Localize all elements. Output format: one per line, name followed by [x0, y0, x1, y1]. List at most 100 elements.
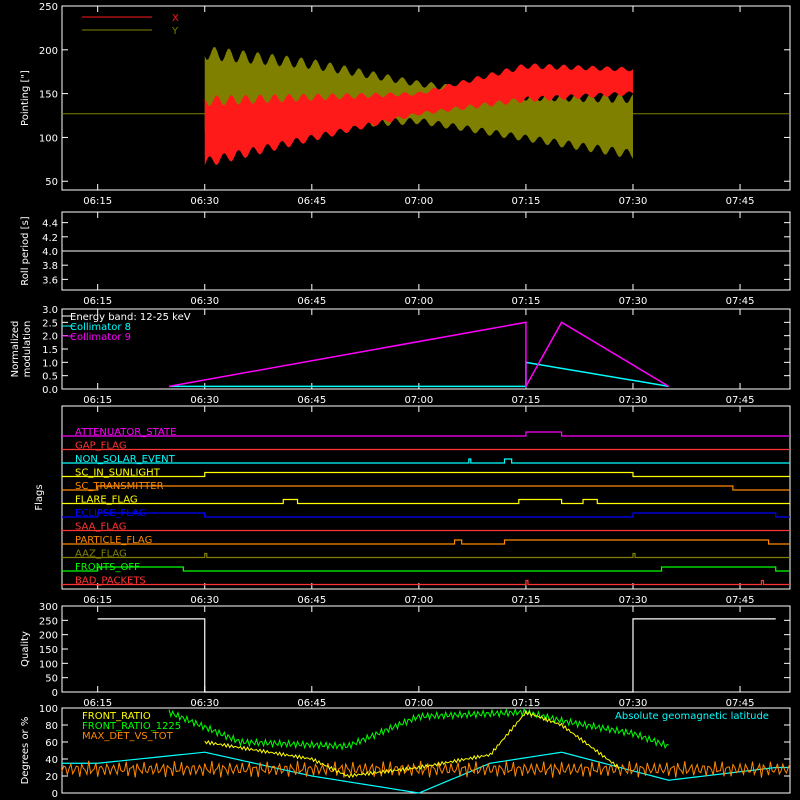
y-tick-label: 3.8 — [42, 261, 58, 272]
flag-line-sc_in_sunlight — [62, 471, 790, 478]
panel-frame — [61, 5, 791, 191]
x-tick-label: 06:15 — [83, 698, 112, 709]
flag-line-eclipse_flag — [62, 512, 790, 518]
y-axis-label: Pointing ["] — [20, 70, 31, 126]
flag-line-fronts_off — [62, 566, 790, 572]
y-tick-label: 200 — [39, 46, 58, 57]
x-tick-label: 06:45 — [297, 196, 326, 207]
y-tick-label: 4.4 — [42, 219, 58, 230]
y-tick-label: 0 — [52, 789, 58, 800]
y-axis-label: Flags — [34, 484, 45, 510]
panel-frame — [61, 707, 791, 794]
flag-label: ECLIPSE_FLAG — [75, 508, 146, 519]
y-tick-label: 300 — [39, 602, 58, 613]
flag-label: BAD_PACKETS — [75, 576, 146, 587]
flag-label: ATTENUATOR_STATE — [75, 427, 176, 438]
x-tick-label: 06:45 — [297, 698, 326, 709]
y-axis-label: Roll period [s] — [20, 216, 31, 285]
y-tick-label: 100 — [39, 659, 58, 670]
legend-label: Collimator 9 — [70, 332, 131, 343]
legend-label: Absolute geomagnetic latitude — [615, 711, 769, 722]
x-tick-label: 07:45 — [726, 595, 755, 606]
y-tick-label: 4.0 — [42, 247, 58, 258]
x-tick-label: 06:30 — [190, 296, 219, 307]
y-tick-label: 0.0 — [42, 385, 58, 396]
flag-line-aaz_flag — [62, 552, 790, 559]
y-tick-label: 80 — [45, 721, 58, 732]
y-tick-label: 0.5 — [42, 372, 58, 383]
flag-line-bad_packets — [62, 579, 790, 586]
panel-frame — [61, 405, 791, 590]
y-tick-label: 250 — [39, 616, 58, 627]
x-tick-label: 06:15 — [83, 296, 112, 307]
x-tick-label: 07:45 — [726, 296, 755, 307]
y-tick-label: 2.5 — [42, 318, 58, 329]
legend-label: Energy band: 12-25 keV — [70, 312, 191, 323]
legend-label: FRONT_RATIO — [82, 711, 151, 722]
y-axis-label-line2: modulation — [22, 321, 33, 378]
x-tick-label: 07:15 — [512, 196, 541, 207]
y-tick-label: 20 — [45, 772, 58, 783]
legend-label: Collimator 8 — [70, 322, 131, 333]
y-tick-label: 150 — [39, 645, 58, 656]
y-tick-label: 150 — [39, 90, 58, 101]
y-tick-label: 2.0 — [42, 332, 58, 343]
legend-label: X — [172, 13, 179, 24]
legend-label: FRONT_RATIO_1225 — [82, 721, 181, 732]
flag-line-non_solar_event — [62, 458, 790, 464]
x-tick-label: 07:15 — [512, 595, 541, 606]
quality-line — [97, 618, 776, 693]
flag-line-attenuator_state — [62, 431, 790, 437]
x-tick-label: 06:30 — [190, 595, 219, 606]
y-tick-label: 250 — [39, 2, 58, 13]
y-axis-label: Quality — [20, 631, 31, 667]
max-det-line — [61, 760, 791, 778]
y-tick-label: 50 — [45, 674, 58, 685]
y-tick-label: 4.2 — [42, 233, 58, 244]
x-tick-label: 06:15 — [83, 196, 112, 207]
y-axis-label-line1: Normalized — [10, 321, 21, 378]
flag-label: PARTICLE_FLAG — [75, 535, 152, 546]
x-tick-label: 07:15 — [512, 296, 541, 307]
x-tick-label: 07:15 — [512, 395, 541, 406]
flag-label: NON_SOLAR_EVENT — [75, 454, 176, 465]
x-tick-label: 06:30 — [190, 395, 219, 406]
x-tick-label: 06:45 — [297, 395, 326, 406]
flag-label: SC_IN_SUNLIGHT — [75, 468, 161, 479]
y-tick-label: 60 — [45, 738, 58, 749]
y-tick-label: 100 — [39, 704, 58, 715]
y-tick-label: 0 — [52, 688, 58, 699]
y-tick-label: 200 — [39, 631, 58, 642]
legend-label: MAX_DET_VS_TOT — [82, 731, 174, 742]
x-tick-label: 07:00 — [404, 196, 433, 207]
y-tick-label: 50 — [45, 177, 58, 188]
geomag-latitude-line — [62, 751, 790, 794]
x-tick-label: 07:30 — [619, 296, 648, 307]
y-tick-label: 1.0 — [42, 358, 58, 369]
modulation-series-collimator-8 — [169, 361, 669, 388]
x-tick-label: 07:45 — [726, 698, 755, 709]
x-tick-label: 07:30 — [619, 698, 648, 709]
x-tick-label: 07:15 — [512, 698, 541, 709]
flag-line-flare_flag — [62, 498, 790, 505]
front-ratio-1225-line — [168, 707, 669, 751]
x-tick-label: 07:45 — [726, 395, 755, 406]
flag-label: FRONTS_OFF — [75, 562, 140, 573]
flag-label: AAZ_FLAG — [75, 549, 127, 560]
x-tick-label: 07:30 — [619, 595, 648, 606]
legend-label: Y — [171, 26, 179, 37]
flag-label: GAP_FLAG — [75, 441, 127, 452]
pointing-band-x — [204, 63, 633, 166]
y-tick-label: 40 — [45, 755, 58, 766]
flag-label: SAA_FLAG — [75, 522, 126, 533]
x-tick-label: 07:00 — [404, 395, 433, 406]
x-tick-label: 06:15 — [83, 595, 112, 606]
x-tick-label: 06:30 — [190, 698, 219, 709]
modulation-series-collimator-9 — [168, 321, 670, 390]
x-tick-label: 07:00 — [404, 698, 433, 709]
y-tick-label: 3.6 — [42, 275, 58, 286]
flag-line-particle_flag — [62, 539, 790, 545]
flag-label: SC_TRANSMITTER — [75, 481, 164, 492]
flag-label: FLARE_FLAG — [75, 495, 138, 506]
y-tick-label: 3.0 — [42, 305, 58, 316]
